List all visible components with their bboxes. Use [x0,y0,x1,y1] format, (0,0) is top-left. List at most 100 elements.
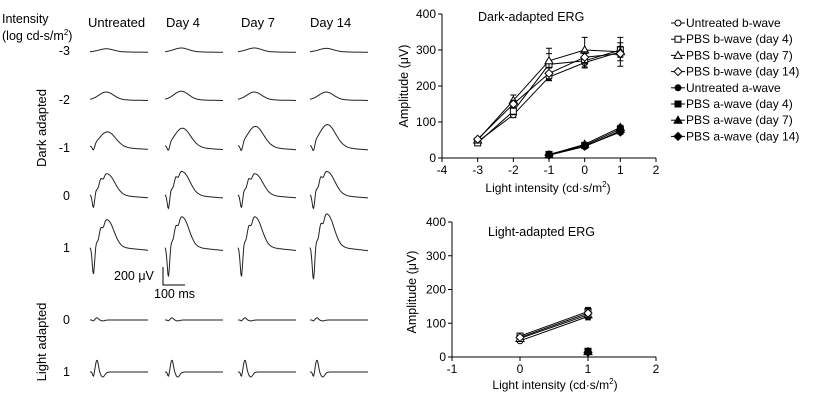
light-y-tick-label: 400 [426,215,446,229]
light-x-tick-label: 1 [585,362,592,376]
erg-trace [237,216,297,277]
legend-item: PBS a-wave (day 4) [671,97,793,111]
erg-trace [238,125,296,151]
erg-trace [310,359,368,378]
erg-trace [90,317,148,322]
legend-item: Untreated b-wave [671,16,781,30]
legend-label: PBS a-wave (day 14) [686,129,799,143]
light-x-tick-label: 2 [653,362,660,376]
row-label-dark-m2: -2 [59,93,70,107]
light-series-3 [515,308,593,343]
light-chart-series [515,306,593,357]
erg-trace [237,173,297,209]
dark-adapted-erg-chart: Dark-adapted ERG Amplitude (μV) Light in… [397,7,660,195]
light-series-7 [583,347,593,357]
data-point [579,52,590,62]
legend-marker [673,50,683,59]
erg-trace [164,90,223,101]
column-header-day4: Day 4 [166,15,200,30]
dark-series-7 [544,127,626,160]
data-point [615,48,626,59]
light-series-line [519,312,589,338]
dark-y-tick-label: 100 [416,115,436,129]
row-header-intensity: Intensity [2,12,49,26]
dark-x-tick-label: -4 [437,163,448,177]
legend-label: PBS a-wave (day 7) [686,113,793,127]
erg-trace [89,91,148,101]
dark-x-tick-label: -1 [544,163,555,177]
row-header-units: (log cd-s/m2) [2,28,72,43]
legend-item: PBS a-wave (day 7) [671,113,793,127]
erg-trace [309,91,368,101]
dark-series-3 [472,45,626,144]
data-point [544,55,554,65]
erg-trace [238,47,296,53]
legend-label: Untreated b-wave [686,16,781,30]
light-x-tick-label: 0 [517,362,524,376]
dark-chart-series [472,36,626,160]
dark-adapted-label: Dark adapted [34,89,49,167]
light-y-tick-label: 100 [426,316,446,330]
dark-series-6 [544,122,626,159]
erg-waveforms [89,47,369,378]
data-point [472,134,483,144]
erg-trace [90,131,148,151]
dark-x-tick-label: -3 [472,163,483,177]
erg-trace [89,219,148,275]
light-series-line [519,314,589,339]
light-adapted-label: Light adapted [34,303,49,382]
erg-trace [164,127,224,151]
erg-trace [165,317,223,322]
legend-item: PBS b-wave (day 4) [671,32,793,46]
legend-item: PBS b-wave (day 7) [671,48,793,62]
light-series-line [519,310,589,337]
data-point [583,308,593,318]
legend-label: PBS a-wave (day 4) [686,97,793,111]
legend-marker [673,115,683,124]
erg-trace [238,317,296,322]
dark-x-tick-label: -2 [508,163,519,177]
legend-item: PBS b-wave (day 14) [671,65,799,79]
dark-chart-ylabel: Amplitude (μV) [397,45,411,128]
data-point [544,68,554,79]
erg-trace [310,317,368,322]
light-x-tick-label: -1 [447,362,458,376]
dark-y-tick-label: 400 [416,7,436,21]
erg-trace [238,359,296,378]
erg-trace [237,91,296,101]
erg-trace [89,173,149,209]
column-header-day14: Day 14 [310,15,351,30]
dark-x-tick-label: 2 [653,163,660,177]
data-point [508,99,519,109]
erg-traces-panel: Intensity (log cd-s/m2) Untreated Day 4 … [2,12,369,382]
row-label-dark-m1: -1 [59,141,70,155]
legend-marker [674,19,682,27]
dark-x-tick-label: 0 [581,163,588,177]
legend-label: Untreated a-wave [686,81,781,95]
legend-item: Untreated a-wave [671,81,781,95]
erg-trace [89,48,148,53]
row-label-dark-m3: -3 [59,44,70,58]
scale-bar: 200 μV 100 ms [114,267,195,301]
data-point [579,141,590,151]
data-point [509,107,517,115]
erg-trace [165,47,223,53]
legend-marker [674,84,682,92]
light-chart-title: Light-adapted ERG [488,225,595,239]
scale-bar-amplitude-label: 200 μV [114,269,155,283]
legend-marker [674,100,682,108]
dark-chart-axes: 0 100 200 300 400 -4 -3 -2 -1 0 1 2 [416,7,660,177]
erg-trace [164,216,224,277]
light-chart-xlabel: Light intensity (cd·s/m2) [492,377,617,392]
data-point [515,332,525,343]
erg-trace [90,359,148,378]
erg-trace [164,170,223,210]
legend-label: PBS b-wave (day 7) [686,48,793,62]
light-series-line [519,316,589,342]
dark-chart-xlabel: Light intensity (cd·s/m2) [485,180,610,195]
row-label-dark-0: 0 [63,189,70,203]
erg-trace [309,213,369,280]
erg-trace [309,47,368,53]
